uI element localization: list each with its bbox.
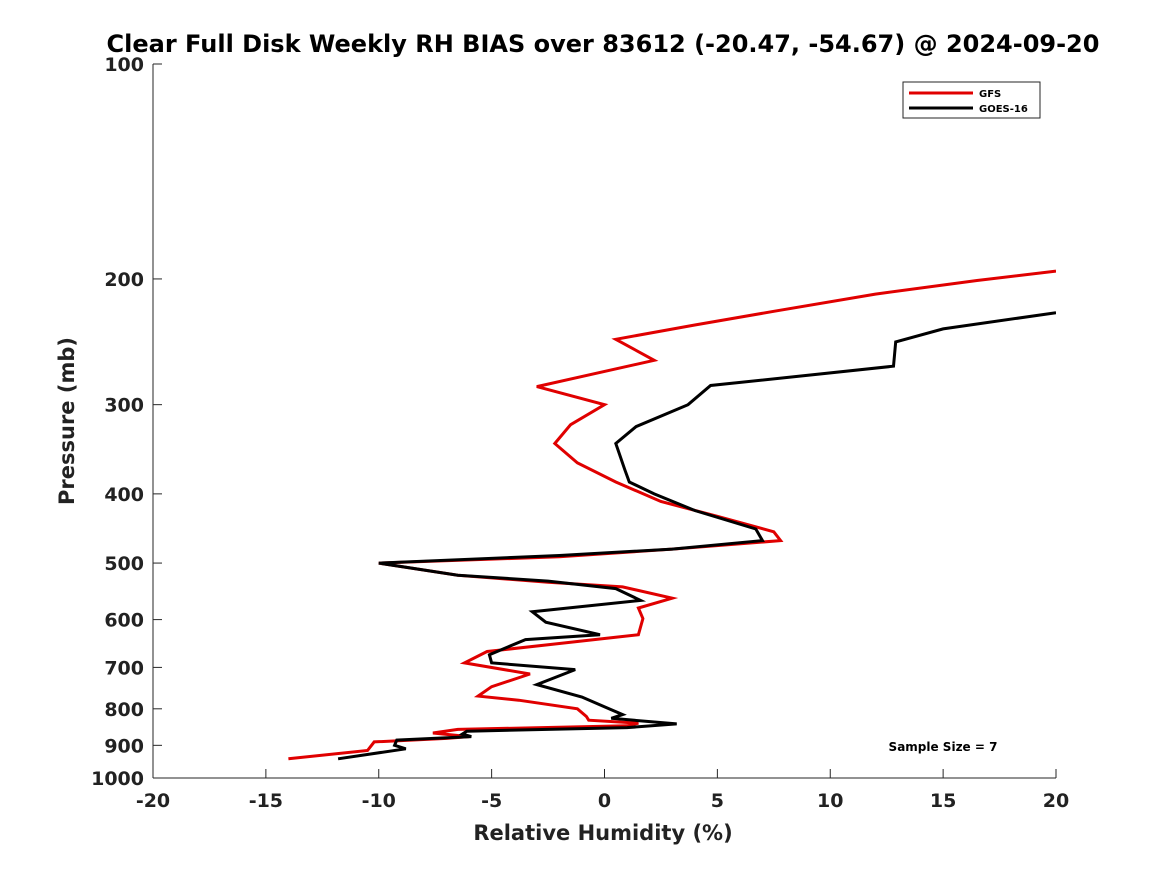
- legend: GFS GOES-16: [902, 81, 1041, 119]
- x-tick-label: 20: [1043, 790, 1069, 812]
- y-axis: 100 200 300 400 500 600 700 800 900 1000: [91, 54, 162, 790]
- y-tick-label: 1000: [91, 768, 144, 790]
- y-tick-label: 900: [104, 735, 144, 757]
- y-tick-label: 400: [104, 484, 144, 506]
- x-tick-label: -10: [362, 790, 396, 812]
- x-axis-label: Relative Humidity (%): [473, 821, 732, 845]
- legend-box: [902, 81, 1041, 119]
- x-tick-label: 10: [817, 790, 843, 812]
- y-tick-label: 100: [104, 54, 144, 76]
- series-line-gfs: [288, 269, 1056, 761]
- legend-label: GFS: [979, 89, 1001, 100]
- x-tick-label: -15: [249, 790, 283, 812]
- x-tick-label: 5: [711, 790, 724, 812]
- x-tick-label: 15: [930, 790, 956, 812]
- legend-label: GOES-16: [979, 104, 1028, 115]
- x-tick-label: 0: [598, 790, 611, 812]
- plot-area: [288, 269, 1056, 761]
- y-tick-label: 200: [104, 269, 144, 291]
- chart-title: Clear Full Disk Weekly RH BIAS over 8361…: [107, 30, 1100, 58]
- x-tick-label: -20: [136, 790, 170, 812]
- series-line-goes-16: [337, 311, 1056, 761]
- x-tick-label: -5: [481, 790, 502, 812]
- y-axis-label: Pressure (mb): [55, 337, 79, 505]
- y-tick-label: 600: [104, 610, 144, 632]
- y-tick-label: 500: [104, 553, 144, 575]
- sample-size-annotation: Sample Size = 7: [889, 740, 998, 754]
- y-tick-label: 300: [104, 395, 144, 417]
- y-tick-label: 800: [104, 699, 144, 721]
- x-axis: -20 -15 -10 -5 0 5 10 15 20: [136, 769, 1069, 812]
- y-tick-label: 700: [104, 657, 144, 679]
